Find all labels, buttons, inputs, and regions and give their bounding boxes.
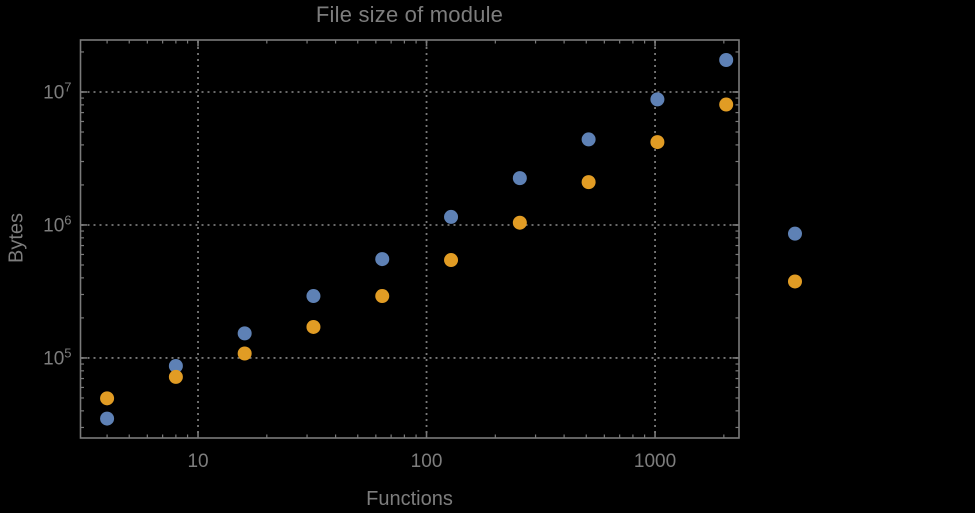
- point-series-blue-x128: [444, 209, 459, 224]
- point-series-orange-x4: [100, 391, 115, 406]
- x-tick-label-100: 100: [410, 451, 443, 472]
- point-series-orange-x32: [306, 319, 321, 334]
- point-series-orange-x16: [237, 346, 252, 361]
- point-series-orange-x256: [512, 215, 527, 230]
- point-series-blue-x32: [306, 289, 321, 304]
- point-series-blue-x16: [237, 326, 252, 341]
- point-series-blue-x64: [375, 252, 390, 267]
- plot-frame: [79, 39, 740, 439]
- point-series-orange-x4096: [787, 274, 802, 289]
- x-axis-label: Functions: [366, 488, 453, 510]
- point-series-orange-x128: [444, 253, 459, 268]
- point-series-blue-x2048: [719, 52, 734, 67]
- point-series-orange-x2048: [719, 97, 734, 112]
- point-series-orange-x1024: [650, 135, 665, 150]
- point-series-orange-x8: [168, 369, 183, 384]
- point-series-blue-x512: [581, 132, 596, 147]
- x-tick-label-10: 10: [187, 451, 209, 472]
- chart-title: File size of module: [315, 2, 504, 27]
- point-series-blue-x8: [168, 358, 183, 373]
- y-tick-label-1e5: 105: [43, 345, 72, 370]
- point-series-orange-x64: [375, 289, 390, 304]
- point-series-blue-x4: [100, 411, 115, 426]
- y-tick-label-1e7: 107: [43, 79, 72, 104]
- point-series-blue-x4096: [787, 226, 802, 241]
- point-series-orange-x512: [581, 175, 596, 190]
- point-series-blue-x1024: [650, 92, 665, 107]
- x-tick-label-1000: 1000: [633, 451, 677, 472]
- y-tick-label-1e6: 106: [43, 212, 72, 237]
- point-series-blue-x256: [512, 171, 527, 186]
